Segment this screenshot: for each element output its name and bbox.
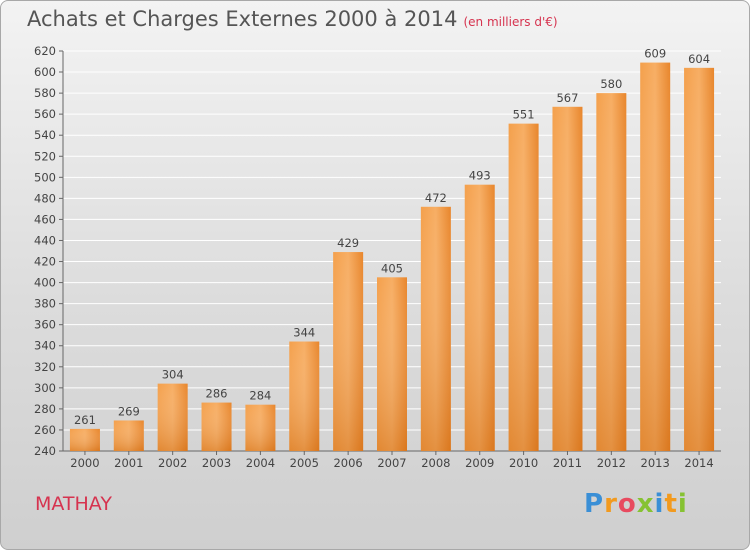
y-tick-label: 580 (34, 86, 56, 100)
x-tick-label-2003: 2003 (202, 456, 231, 470)
value-label-2009: 493 (469, 169, 491, 183)
value-label-2003: 286 (206, 387, 228, 401)
y-tick-label: 240 (34, 444, 56, 458)
label-layer: 2000 261 2001 269 2002 304 2003 286 2004 284 2005 3… (70, 47, 713, 470)
bar-shade-2006 (333, 252, 364, 451)
y-tick-label: 480 (34, 191, 56, 205)
y-tick-label: 400 (34, 276, 56, 290)
y-tick-label: 380 (34, 297, 56, 311)
x-tick-label-2014: 2014 (684, 456, 713, 470)
y-tick-label: 340 (34, 339, 56, 353)
y-tick-label: 360 (34, 318, 56, 332)
value-label-2011: 567 (556, 91, 578, 105)
commune-name: MATHAY (35, 493, 112, 515)
x-tick-label-2011: 2011 (553, 456, 582, 470)
bar-shade-2014 (684, 67, 715, 451)
value-label-2001: 269 (118, 404, 140, 418)
bar-shade-2000 (69, 428, 100, 451)
x-tick-label-2008: 2008 (421, 456, 450, 470)
value-label-2012: 580 (600, 77, 622, 91)
value-label-2013: 609 (644, 47, 666, 61)
x-tick-label-2012: 2012 (597, 456, 626, 470)
y-tick-label: 540 (34, 128, 56, 142)
x-tick-label-2010: 2010 (509, 456, 538, 470)
value-label-2006: 429 (337, 236, 359, 250)
x-tick-label-2002: 2002 (158, 456, 187, 470)
value-label-2004: 284 (249, 389, 271, 403)
bar-shade-2002 (157, 383, 188, 451)
bar-shade-2008 (420, 206, 451, 451)
bar-shade-2009 (464, 184, 495, 451)
bar-layer (69, 62, 715, 452)
y-tick-label: 440 (34, 233, 56, 247)
value-label-2007: 405 (381, 261, 403, 275)
bar-shade-2001 (113, 420, 144, 451)
value-label-2005: 344 (293, 326, 315, 340)
chart-title-text: Achats et Charges Externes 2000 à 2014 (27, 7, 458, 31)
bar-shade-2004 (245, 404, 276, 451)
chart-unit: (en milliers d'€) (463, 15, 558, 29)
x-tick-label-2001: 2001 (114, 456, 143, 470)
bar-shade-2010 (508, 123, 539, 451)
value-label-2000: 261 (74, 413, 96, 427)
proxiti-logo: Proxiti (584, 489, 688, 519)
bar-shade-2011 (552, 106, 583, 451)
y-tick-label: 620 (34, 44, 56, 58)
value-label-2008: 472 (425, 191, 447, 205)
chart-title: Achats et Charges Externes 2000 à 2014 (e… (27, 7, 558, 31)
y-tick-label: 300 (34, 381, 56, 395)
y-tick-label: 420 (34, 255, 56, 269)
bar-shade-2005 (289, 341, 320, 451)
bar-shade-2007 (377, 277, 407, 451)
y-tick-label: 520 (34, 149, 56, 163)
y-tick-label: 500 (34, 170, 56, 184)
x-tick-label-2006: 2006 (333, 456, 362, 470)
value-label-2010: 551 (513, 108, 535, 122)
x-tick-label-2005: 2005 (290, 456, 319, 470)
x-tick-label-2007: 2007 (377, 456, 406, 470)
bar-shade-2013 (640, 62, 671, 451)
y-tick-label: 560 (34, 107, 56, 121)
y-tick-label: 260 (34, 423, 56, 437)
y-tick-label: 320 (34, 360, 56, 374)
y-tick-label: 460 (34, 212, 56, 226)
x-tick-label-2009: 2009 (465, 456, 494, 470)
value-label-2002: 304 (162, 368, 184, 382)
x-tick-label-2004: 2004 (246, 456, 275, 470)
x-tick-label-2013: 2013 (641, 456, 670, 470)
value-label-2014: 604 (688, 52, 710, 66)
x-tick-label-2000: 2000 (70, 456, 99, 470)
y-tick-label: 280 (34, 402, 56, 416)
bar-shade-2012 (596, 93, 627, 452)
bar-shade-2003 (201, 402, 232, 451)
y-tick-label: 600 (34, 65, 56, 79)
